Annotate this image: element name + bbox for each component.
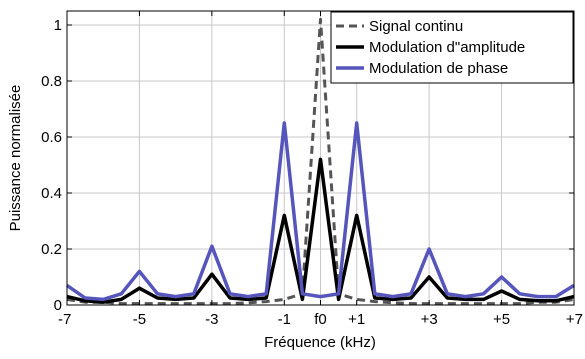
- y-tick-label: 0: [54, 297, 62, 314]
- x-tick-label: +5: [493, 311, 510, 328]
- y-axis-label: Puissance normalisée: [7, 85, 24, 232]
- series-group: [66, 17, 575, 306]
- x-tick-label: +7: [566, 311, 583, 328]
- y-tick-label: 0.4: [41, 185, 62, 202]
- series-line-3: [66, 121, 575, 302]
- legend: Signal continu Modulation d"amplitude Modu…: [330, 11, 574, 84]
- x-tick-label: -1: [278, 311, 291, 328]
- x-tick-label: +3: [421, 311, 438, 328]
- legend-label: Modulation d"amplitude: [369, 39, 525, 56]
- y-tick-label: 0.2: [41, 241, 62, 258]
- legend-label: Signal continu: [369, 18, 463, 35]
- x-tick-label: f0: [314, 311, 327, 328]
- ticks: -7 -5 -3 -1 f0 +1 +3 +5 +7 0 0.2 0.4 0.6 0.8 1: [41, 11, 583, 328]
- series-line-1: [66, 17, 575, 306]
- x-tick-label: +1: [348, 311, 365, 328]
- legend-label: Modulation de phase: [369, 60, 508, 77]
- y-tick-label: 0.8: [41, 73, 62, 90]
- x-tick-label: -5: [133, 311, 146, 328]
- x-axis-label: Fréquence (kHz): [264, 334, 376, 351]
- legend-box: [330, 11, 574, 84]
- x-tick-label: -7: [58, 311, 71, 328]
- x-tick-label: -3: [205, 311, 218, 328]
- series-line-2: [66, 157, 575, 304]
- y-tick-label: 1: [54, 17, 62, 34]
- y-tick-label: 0.6: [41, 129, 62, 146]
